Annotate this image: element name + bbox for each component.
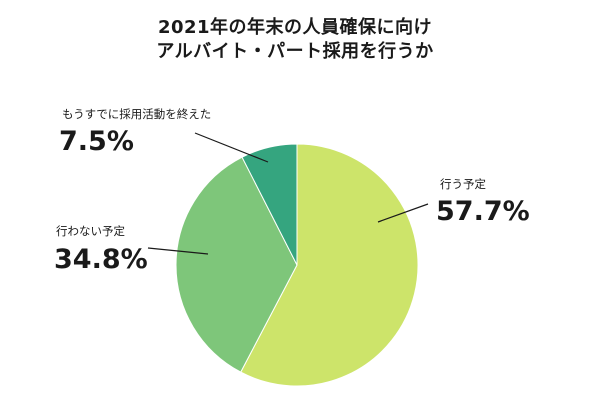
slice-value-label-2: 7.5% <box>59 126 134 157</box>
pie-slice-2 <box>241 143 298 266</box>
leader-line-slice-0 <box>377 203 429 223</box>
pie-slices <box>175 143 419 387</box>
pie-slice-0 <box>240 143 419 387</box>
slice-label-2: もうすでに採用活動を終えた <box>62 107 211 121</box>
chart-title-line-1: 2021年の年末の人員確保に向け <box>157 17 433 38</box>
chart-title-line-2: アルバイト・パート採用を行うか <box>156 41 434 62</box>
slice-label-1: 行わない予定 <box>56 224 125 238</box>
leader-line-slice-2 <box>194 132 269 163</box>
pie-slice-1 <box>175 156 298 373</box>
chart-title: 2021年の年末の人員確保に向け アルバイト・パート採用を行うか <box>0 16 590 64</box>
leader-line-slice-1 <box>147 247 209 255</box>
slice-value-label-1: 34.8% <box>54 244 148 275</box>
slice-label-0: 行う予定 <box>440 177 486 191</box>
slice-value-label-0: 57.7% <box>436 196 530 227</box>
